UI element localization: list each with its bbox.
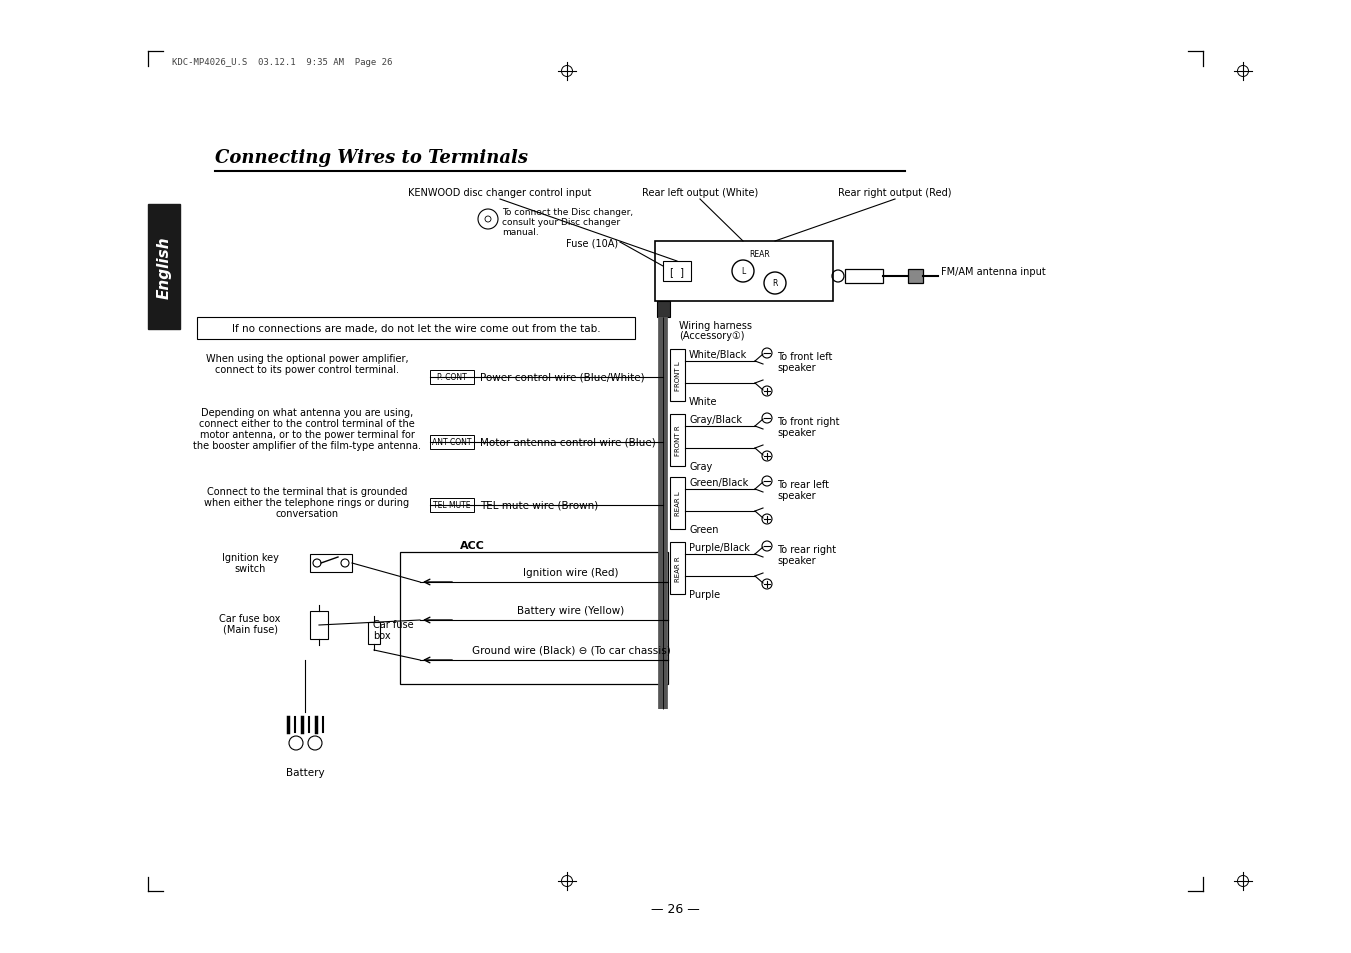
Text: consult your Disc changer: consult your Disc changer bbox=[503, 218, 620, 227]
Text: Ground wire (Black) ⊖ (To car chassis): Ground wire (Black) ⊖ (To car chassis) bbox=[471, 645, 670, 656]
Text: speaker: speaker bbox=[777, 556, 816, 565]
Text: Ignition wire (Red): Ignition wire (Red) bbox=[523, 567, 619, 578]
Bar bbox=[670, 350, 685, 401]
Text: To front right: To front right bbox=[777, 416, 839, 427]
Bar bbox=[670, 542, 685, 595]
Text: connect either to the control terminal of the: connect either to the control terminal o… bbox=[199, 418, 415, 429]
Text: L: L bbox=[740, 267, 746, 276]
Text: Ignition key: Ignition key bbox=[222, 553, 278, 562]
Text: speaker: speaker bbox=[777, 491, 816, 500]
Text: To connect the Disc changer,: To connect the Disc changer, bbox=[503, 208, 634, 216]
Bar bbox=[400, 553, 667, 684]
Bar bbox=[149, 205, 180, 330]
Text: To front left: To front left bbox=[777, 352, 832, 361]
Bar bbox=[670, 477, 685, 530]
Text: FRONT L: FRONT L bbox=[674, 361, 681, 391]
Text: the booster amplifier of the film-type antenna.: the booster amplifier of the film-type a… bbox=[193, 440, 422, 451]
Text: [  ]: [ ] bbox=[670, 267, 684, 276]
Text: connect to its power control terminal.: connect to its power control terminal. bbox=[215, 365, 399, 375]
Text: Depending on what antenna you are using,: Depending on what antenna you are using, bbox=[201, 408, 413, 417]
Bar bbox=[430, 436, 474, 450]
Bar bbox=[663, 262, 690, 282]
Text: speaker: speaker bbox=[777, 428, 816, 437]
Text: To rear right: To rear right bbox=[777, 544, 836, 555]
Text: when either the telephone rings or during: when either the telephone rings or durin… bbox=[204, 497, 409, 507]
Text: If no connections are made, do not let the wire come out from the tab.: If no connections are made, do not let t… bbox=[231, 324, 600, 334]
Text: Green: Green bbox=[689, 524, 719, 535]
Text: Purple: Purple bbox=[689, 589, 720, 599]
Bar bbox=[309, 555, 353, 573]
Text: Motor antenna control wire (Blue): Motor antenna control wire (Blue) bbox=[480, 437, 655, 448]
Text: Purple/Black: Purple/Black bbox=[689, 542, 750, 553]
Text: Power control wire (Blue/White): Power control wire (Blue/White) bbox=[480, 373, 644, 382]
Text: Fuse (10A): Fuse (10A) bbox=[566, 237, 617, 248]
Bar bbox=[655, 242, 834, 302]
Text: REAR: REAR bbox=[750, 250, 770, 258]
Text: Battery: Battery bbox=[285, 767, 324, 778]
Text: box: box bbox=[373, 630, 390, 640]
Bar bbox=[197, 317, 635, 339]
Text: White: White bbox=[689, 396, 717, 407]
Text: speaker: speaker bbox=[777, 363, 816, 373]
Text: Rear left output (White): Rear left output (White) bbox=[642, 188, 758, 198]
Text: FM/AM antenna input: FM/AM antenna input bbox=[942, 267, 1046, 276]
Text: switch: switch bbox=[234, 563, 266, 574]
Text: REAR R: REAR R bbox=[674, 556, 681, 581]
Text: English: English bbox=[157, 236, 172, 299]
Text: REAR L: REAR L bbox=[674, 491, 681, 516]
Text: R: R bbox=[773, 279, 778, 288]
Text: To rear left: To rear left bbox=[777, 479, 830, 490]
Bar bbox=[430, 498, 474, 513]
Text: manual.: manual. bbox=[503, 228, 539, 236]
Text: Rear right output (Red): Rear right output (Red) bbox=[838, 188, 951, 198]
Text: Wiring harness: Wiring harness bbox=[680, 320, 753, 331]
Text: (Accessory①): (Accessory①) bbox=[680, 331, 744, 340]
Text: Battery wire (Yellow): Battery wire (Yellow) bbox=[517, 605, 624, 616]
Text: conversation: conversation bbox=[276, 509, 339, 518]
Text: Green/Black: Green/Black bbox=[689, 477, 748, 488]
Text: ANT CONT: ANT CONT bbox=[432, 438, 471, 447]
Text: Connecting Wires to Terminals: Connecting Wires to Terminals bbox=[215, 149, 528, 167]
Bar bbox=[309, 612, 328, 639]
Text: P. CONT: P. CONT bbox=[438, 374, 467, 382]
Text: (Main fuse): (Main fuse) bbox=[223, 624, 277, 635]
Text: FRONT R: FRONT R bbox=[674, 425, 681, 456]
Text: Gray: Gray bbox=[689, 461, 712, 472]
Text: KDC-MP4026_U.S  03.12.1  9:35 AM  Page 26: KDC-MP4026_U.S 03.12.1 9:35 AM Page 26 bbox=[172, 58, 392, 67]
Bar bbox=[844, 270, 884, 284]
Text: motor antenna, or to the power terminal for: motor antenna, or to the power terminal … bbox=[200, 430, 415, 439]
Bar bbox=[430, 371, 474, 385]
Text: Car fuse box: Car fuse box bbox=[219, 614, 281, 623]
Text: Car fuse: Car fuse bbox=[373, 619, 413, 629]
Bar bbox=[908, 270, 923, 284]
Text: KENWOOD disc changer control input: KENWOOD disc changer control input bbox=[408, 188, 592, 198]
Bar bbox=[670, 415, 685, 467]
Text: — 26 —: — 26 — bbox=[651, 902, 700, 916]
Text: When using the optional power amplifier,: When using the optional power amplifier, bbox=[205, 354, 408, 364]
Text: TEL mute wire (Brown): TEL mute wire (Brown) bbox=[480, 500, 598, 511]
Text: Connect to the terminal that is grounded: Connect to the terminal that is grounded bbox=[207, 486, 407, 497]
Text: White/Black: White/Black bbox=[689, 350, 747, 359]
Text: Gray/Black: Gray/Black bbox=[689, 415, 742, 424]
Bar bbox=[657, 302, 670, 317]
Text: TEL MUTE: TEL MUTE bbox=[434, 501, 470, 510]
Bar bbox=[367, 622, 380, 644]
Text: ACC: ACC bbox=[459, 540, 485, 551]
